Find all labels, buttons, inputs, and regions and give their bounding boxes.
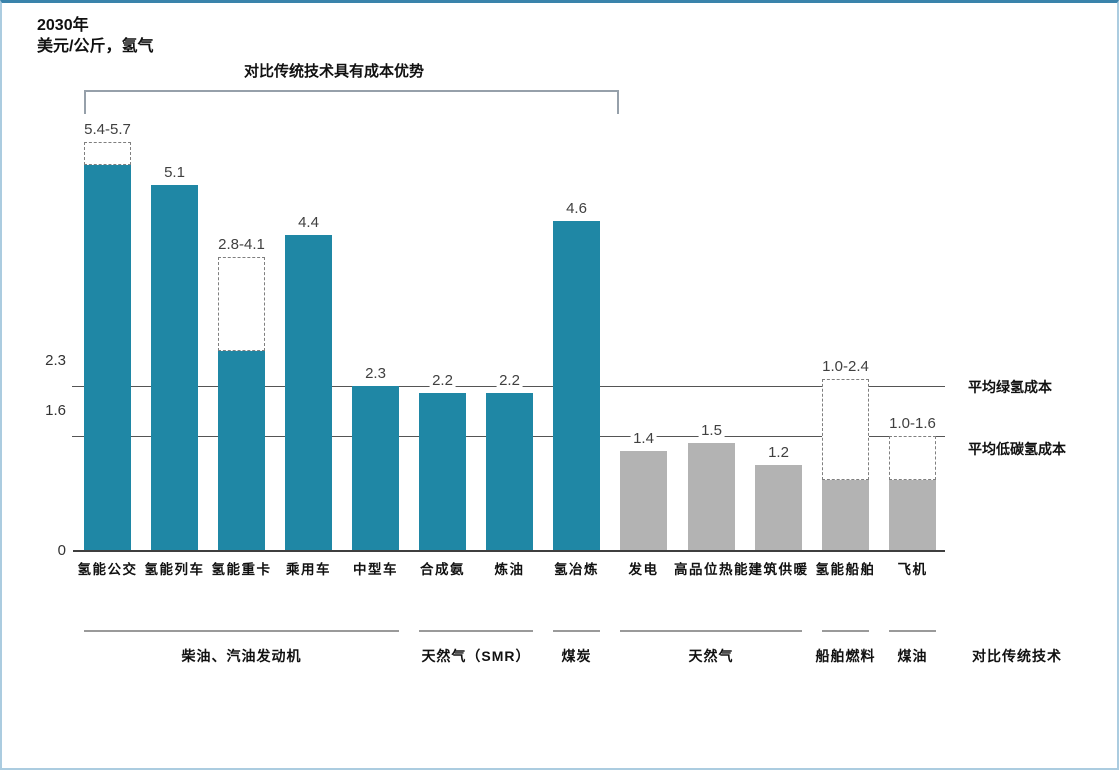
category-label: 发电: [628, 562, 659, 577]
bar-value-label: 5.4-5.7: [81, 121, 134, 139]
category-label: 高品位热能: [674, 562, 749, 577]
bar-value-label: 1.4: [630, 429, 657, 447]
bar-value-label: 1.0-2.4: [819, 357, 872, 375]
bar-value-label: 5.1: [161, 164, 188, 182]
bar: [352, 385, 399, 551]
category-label: 乘用车: [286, 562, 331, 577]
category-label: 氢能列车: [144, 562, 205, 577]
bar: [889, 479, 936, 551]
category-label: 建筑供暖: [748, 562, 809, 577]
bar-range-box: [218, 256, 265, 352]
bar-range-box: [889, 436, 936, 481]
bar: [688, 443, 735, 551]
cost-advantage-bracket-label: 对比传统技术具有成本优势: [243, 63, 425, 80]
y-tick-label: 2.3: [45, 352, 66, 369]
bar: [553, 220, 600, 551]
chart-title: 2030年: [37, 17, 89, 34]
bar: [285, 235, 332, 551]
y-tick-label: 0: [57, 542, 66, 559]
chart-unit-subtitle: 美元/公斤，氢气: [37, 38, 154, 55]
bar-value-label: 1.0-1.6: [886, 415, 939, 433]
bar-value-label: 2.3: [362, 364, 389, 382]
category-label: 合成氨: [420, 562, 465, 577]
group-label: 天然气（SMR）: [421, 648, 531, 664]
x-axis-line: [73, 550, 945, 552]
group-underline: [889, 630, 936, 632]
y-tick-label: 1.6: [45, 402, 66, 419]
bar: [218, 350, 265, 551]
group-label: 柴油、汽油发动机: [181, 648, 302, 664]
bar: [620, 450, 667, 551]
bar: [419, 393, 466, 551]
category-label: 氢冶炼: [554, 562, 599, 577]
bar: [822, 479, 869, 551]
bar-value-label: 1.2: [765, 443, 792, 461]
group-label: 煤炭: [561, 648, 592, 664]
group-label: 天然气: [688, 648, 734, 664]
category-label: 氢能公交: [77, 562, 138, 577]
group-underline: [553, 630, 600, 632]
bar: [151, 185, 198, 551]
category-label: 氢能船舶: [815, 562, 876, 577]
bar: [84, 163, 131, 551]
category-label: 飞机: [897, 562, 928, 577]
category-label: 炼油: [494, 562, 525, 577]
bar-value-label: 2.8-4.1: [215, 235, 268, 253]
bar-range-box: [84, 142, 131, 165]
group-label: 船舶燃料: [815, 648, 876, 664]
reference-line-label: 平均低碳氢成本: [968, 441, 1066, 457]
group-underline: [84, 630, 399, 632]
bar-value-label: 4.6: [563, 199, 590, 217]
group-underline: [822, 630, 869, 632]
group-label: 煤油: [897, 648, 928, 664]
reference-line-label: 平均绿氢成本: [968, 379, 1052, 395]
bar-value-label: 4.4: [295, 214, 322, 232]
compare-traditional-tech-label: 对比传统技术: [972, 648, 1062, 664]
group-underline: [620, 630, 802, 632]
category-label: 氢能重卡: [211, 562, 272, 577]
bar: [486, 393, 533, 551]
bar: [755, 464, 802, 551]
bar-value-label: 2.2: [429, 372, 456, 390]
cost-advantage-bracket: [84, 90, 619, 114]
bar-value-label: 2.2: [496, 372, 523, 390]
bar-value-label: 1.5: [698, 422, 725, 440]
group-underline: [419, 630, 533, 632]
bar-range-box: [822, 378, 869, 481]
category-label: 中型车: [353, 562, 398, 577]
